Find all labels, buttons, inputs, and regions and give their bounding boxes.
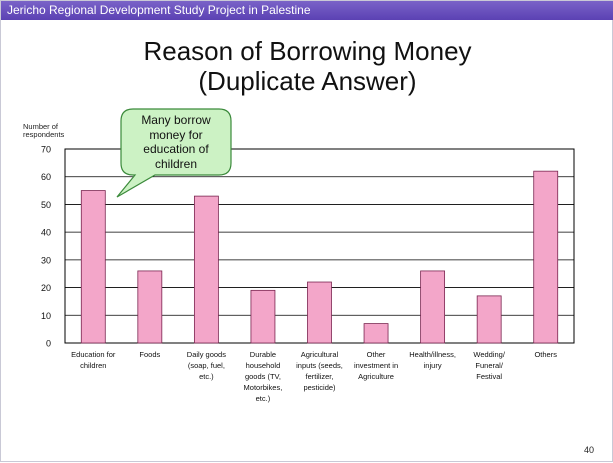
page-number: 40: [583, 445, 594, 455]
y-tick-label: 20: [41, 283, 51, 293]
x-tick-label: Durable household goods (TV, Motorbikes, etc…: [244, 350, 283, 403]
bar: [420, 270, 446, 344]
chart-title-line2: (Duplicate Answer): [198, 66, 417, 96]
bar: [80, 190, 106, 344]
chart-title-line1: Reason of Borrowing Money: [143, 36, 472, 66]
bar: [533, 170, 559, 344]
y-tick-label: 40: [41, 228, 51, 238]
y-tick-label: 30: [41, 255, 51, 265]
y-axis-label: Number of respondents: [23, 122, 65, 139]
x-tick-label: Health/illness, injury: [409, 350, 456, 370]
x-tick-label: Foods: [139, 350, 160, 359]
bar: [137, 270, 163, 344]
bar: [307, 281, 332, 344]
x-tick-label: Other investment in Agriculture: [354, 350, 398, 381]
x-tick-label: Wedding/Funeral/Festival: [473, 350, 505, 381]
x-tick-label: Daily goods (soap, fuel, etc.): [187, 350, 226, 381]
callout-text: Many borrow money for education of child…: [141, 113, 211, 171]
x-tick-label: Others: [534, 350, 557, 359]
x-tick-label: Education for children: [71, 350, 116, 370]
bar: [193, 195, 219, 344]
bar: [476, 295, 502, 344]
y-tick-label: 10: [41, 311, 51, 321]
bar: [250, 289, 276, 344]
y-tick-label: 50: [41, 200, 51, 210]
y-tick-label: 60: [41, 172, 51, 182]
y-tick-label: 0: [46, 339, 51, 349]
bar: [363, 323, 389, 344]
y-tick-label: 70: [41, 145, 51, 155]
x-tick-label: Agricultural inputs (seeds, fertilizer, pes…: [296, 350, 343, 392]
header-bar: Jericho Regional Development Study Proje…: [1, 1, 613, 20]
callout-bubble: [116, 108, 232, 198]
